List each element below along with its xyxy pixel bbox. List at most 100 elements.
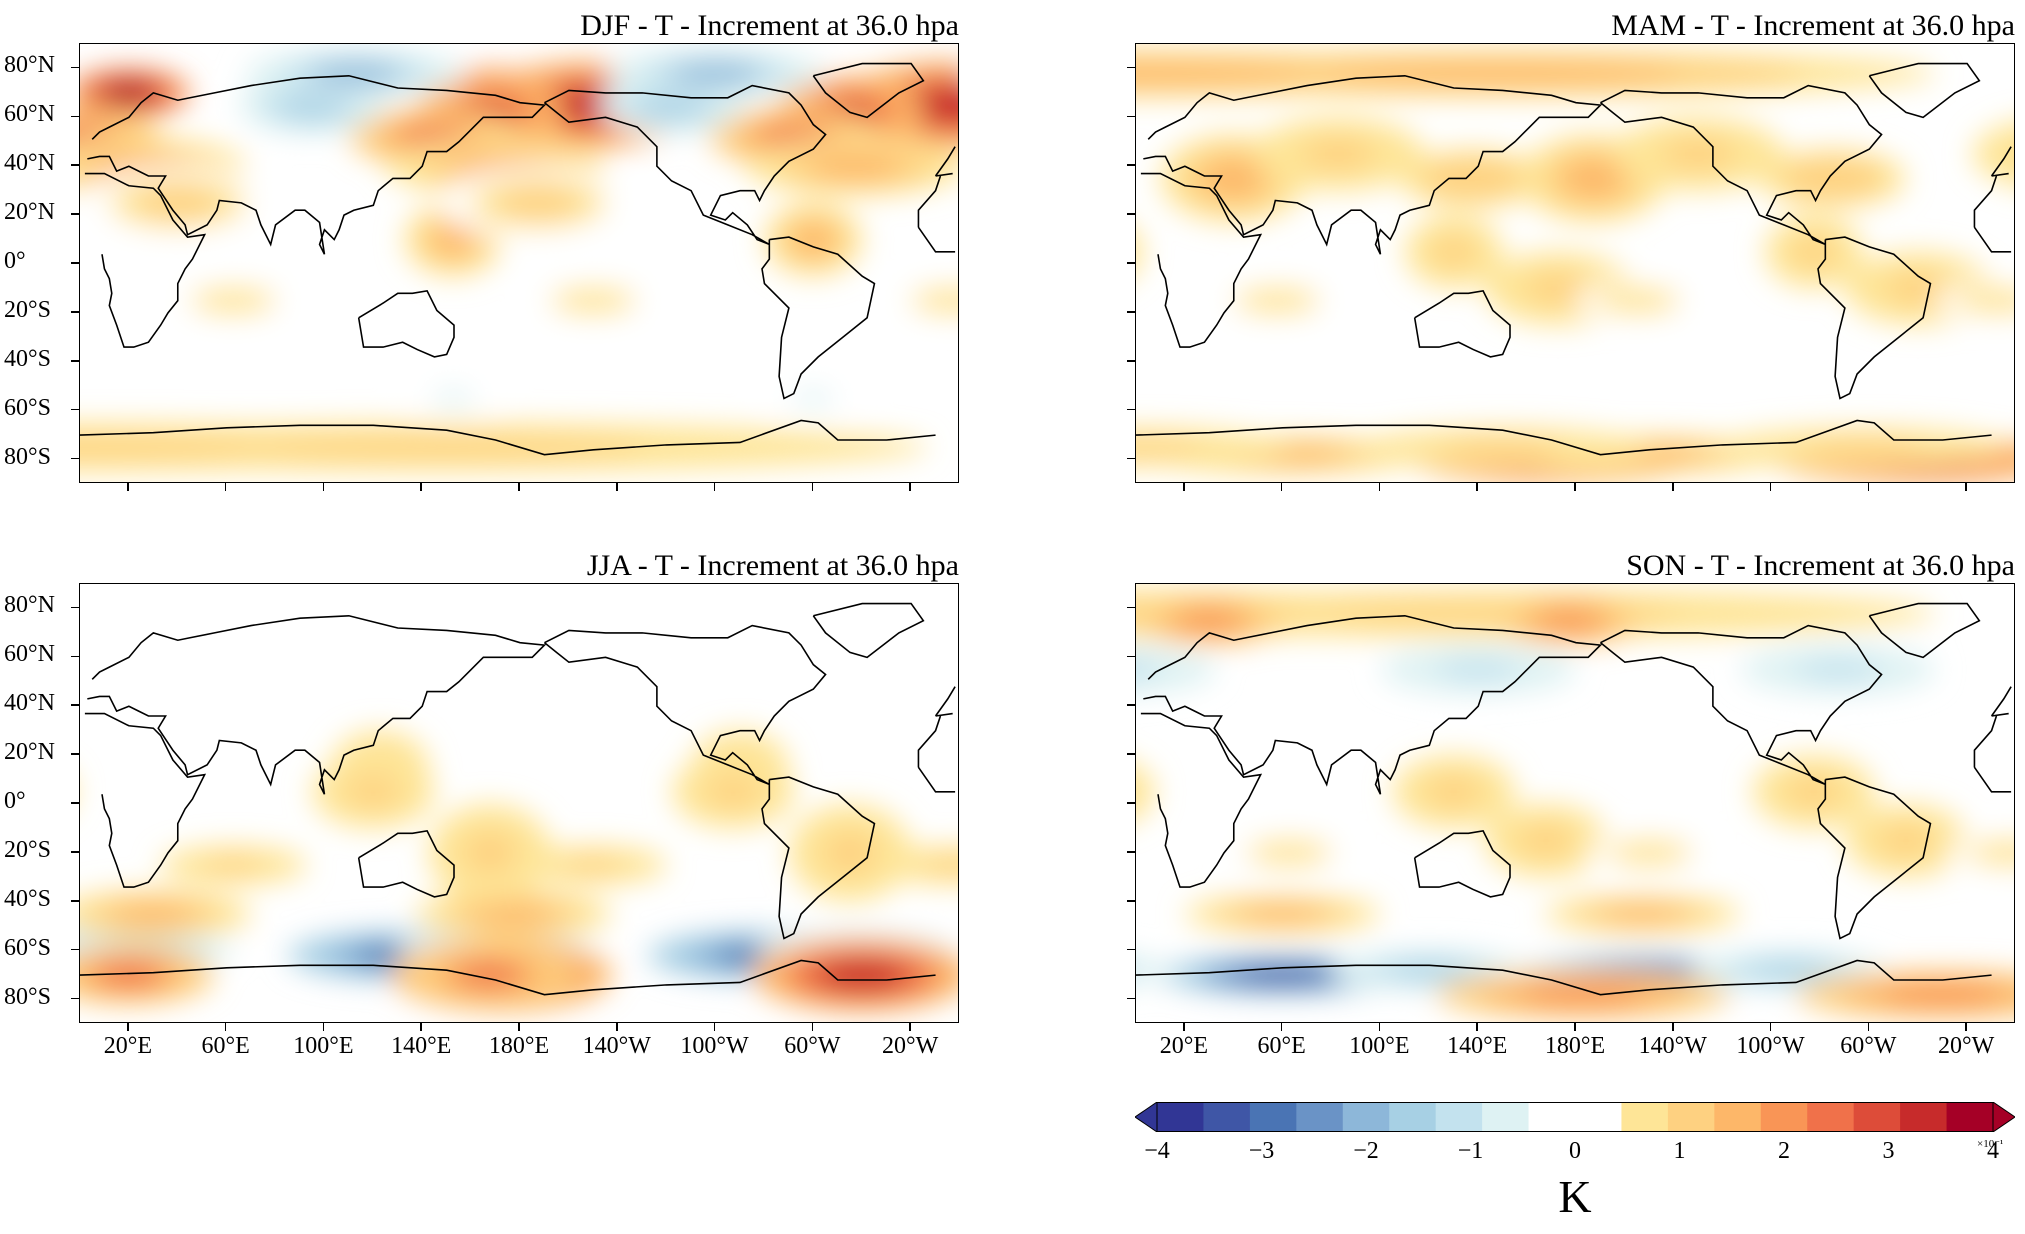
y-tick-mark (1127, 115, 1135, 118)
y-tick-label: 20°S (4, 296, 51, 323)
y-tick-mark (71, 262, 79, 264)
increment-blob (1302, 138, 1375, 170)
increment-blob (1441, 439, 1565, 456)
increment-blob (1662, 138, 1735, 170)
x-tick-mark (420, 1023, 422, 1031)
x-tick-label: 100°E (293, 1033, 354, 1059)
increment-blob (92, 962, 165, 988)
x-tick-mark (1965, 483, 1967, 491)
panel-son: SON - T - Increment at 36.0 hpa (1135, 549, 2015, 1023)
x-tick-label: 60°W (1840, 1033, 1897, 1059)
y-tick-mark (1127, 606, 1135, 609)
colorbar-swatch (1435, 1102, 1483, 1132)
coastline (1413, 830, 1511, 898)
x-tick-mark (909, 483, 911, 491)
x-tick-mark (1769, 1023, 1772, 1031)
increment-blob (136, 187, 219, 219)
panel-title: MAM - T - Increment at 36.0 hpa (1611, 9, 2015, 42)
increment-blob (809, 153, 902, 179)
coastline (357, 290, 455, 358)
y-tick-mark (71, 704, 79, 706)
x-tick-mark (1476, 1023, 1478, 1031)
coastline (87, 614, 956, 795)
increment-blob (1611, 292, 1663, 309)
increment-blob (432, 224, 474, 255)
y-tick-mark (1127, 66, 1135, 69)
panel-mam: MAM - T - Increment at 36.0 hpa (1135, 9, 2015, 483)
y-tick-mark (1127, 851, 1135, 853)
x-tick-mark (322, 483, 325, 491)
y-tick-mark (1127, 262, 1135, 264)
x-tick-mark (420, 483, 422, 491)
x-tick-mark (1378, 1023, 1381, 1031)
x-tick-mark (1280, 1023, 1283, 1031)
increment-blob (1880, 825, 1932, 857)
increment-blob (1136, 63, 1321, 84)
y-tick-mark (1127, 753, 1135, 755)
y-tick-mark (71, 606, 79, 609)
colorbar-tick-label: −4 (1144, 1138, 1170, 1164)
coastlines (80, 62, 956, 456)
coastline (1868, 602, 1981, 659)
y-tick-label: 20°S (4, 836, 51, 863)
y-tick-mark (1127, 704, 1135, 706)
x-tick-label: 140°E (391, 1033, 452, 1059)
colorbar-scale-factor: ×10⁻¹ (1977, 1138, 2004, 1150)
x-tick-mark (1672, 483, 1674, 491)
increment-blob (927, 292, 958, 309)
y-tick-mark (1127, 997, 1135, 1000)
y-tick-mark (71, 115, 79, 118)
x-tick-mark (1867, 483, 1870, 491)
increment-field (80, 48, 958, 472)
increment-blob (1971, 292, 2014, 309)
coastline (812, 602, 925, 659)
y-tick-label: 40°S (4, 885, 51, 912)
increment-blob (1388, 962, 1471, 979)
increment-blob (309, 63, 402, 84)
increment-blob (1251, 292, 1303, 309)
colorbar-swatch (1296, 1102, 1344, 1132)
increment-field (80, 730, 958, 1012)
x-tick-label: 140°W (582, 1033, 651, 1059)
increment-blob (1527, 273, 1590, 304)
increment-blob (1178, 610, 1241, 631)
coastline (1599, 84, 1883, 246)
y-tick-label: 80°N (4, 592, 55, 619)
temperature-field-map (80, 602, 958, 1012)
x-tick-mark (1183, 483, 1185, 491)
coastline (357, 830, 455, 898)
coastlines (1136, 62, 2012, 456)
x-tick-mark (127, 483, 129, 491)
coastline (84, 172, 956, 348)
x-tick-label: 60°E (201, 1033, 250, 1059)
x-tick-mark (713, 1023, 716, 1031)
x-tick-mark (224, 483, 227, 491)
increment-blob (347, 776, 400, 808)
y-tick-mark (71, 802, 79, 804)
y-tick-label: 60°N (4, 641, 55, 668)
increment-blob (1793, 236, 1835, 268)
increment-blob (1562, 159, 1625, 197)
colorbar-swatch (1203, 1102, 1251, 1132)
x-tick-mark (322, 1023, 325, 1031)
colorbar-extend-max (1992, 1102, 2015, 1132)
colorbar-swatch (1528, 1102, 1576, 1132)
increment-blob (1136, 233, 1143, 271)
colorbar-swatch (1760, 1102, 1808, 1132)
colorbar-unit: K (1558, 1171, 1592, 1222)
x-tick-mark (1574, 1023, 1576, 1031)
y-tick-mark (1127, 360, 1135, 362)
x-tick-mark (224, 1023, 227, 1031)
colorbar-swatch (1714, 1102, 1762, 1132)
y-tick-label: 40°S (4, 345, 51, 372)
increment-blob (112, 903, 195, 925)
colorbar-tick-label: 4 (1987, 1138, 1999, 1164)
increment-blob (1887, 273, 1950, 304)
temperature-field-map (80, 48, 958, 472)
map-frame (79, 43, 959, 483)
coastline (761, 776, 876, 940)
coastline (1413, 290, 1511, 358)
x-tick-mark (713, 483, 716, 491)
coastline (1599, 624, 1883, 786)
y-tick-label: 0° (4, 788, 26, 814)
